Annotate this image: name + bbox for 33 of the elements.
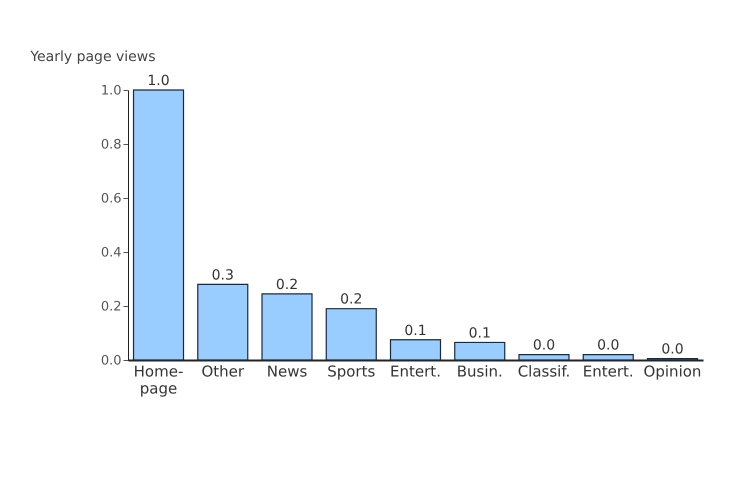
data-label: 0.3 <box>212 267 234 284</box>
bar <box>132 89 184 361</box>
bar <box>454 342 506 361</box>
y-tick-label: 1.0 <box>100 84 122 98</box>
data-label: 0.2 <box>276 276 298 293</box>
data-label: 0.0 <box>661 342 684 358</box>
data-label: 0.1 <box>404 322 427 339</box>
bar <box>390 339 442 361</box>
x-tick-label: Entert. <box>582 362 634 380</box>
x-tick-label: Opinion <box>644 362 702 380</box>
x-tick-label: Busin. <box>456 362 503 380</box>
x-tick-label: Classif. <box>518 362 570 380</box>
data-label: 0.0 <box>597 338 620 354</box>
bar <box>261 293 313 361</box>
bar <box>582 354 634 361</box>
y-tick-label: 0.6 <box>100 192 122 206</box>
bar <box>326 308 377 361</box>
y-tick-label: 0.2 <box>100 300 122 314</box>
x-tick-label: Home- page <box>134 362 184 398</box>
x-tick-label: News <box>266 362 308 380</box>
data-label: 0.0 <box>532 338 556 354</box>
bar <box>197 284 248 361</box>
y-tick-label: 0.0 <box>100 354 122 368</box>
y-tick-label: 0.8 <box>100 138 122 152</box>
data-label: 0.1 <box>468 325 491 342</box>
x-tick-label: Sports <box>327 362 376 380</box>
y-tick-label: 0.4 <box>100 246 122 260</box>
bar <box>518 354 570 361</box>
x-tick-label: Entert. <box>390 362 441 380</box>
x-tick-label: Other <box>201 362 245 380</box>
chart-title: Yearly page views <box>29 49 156 65</box>
data-label: 0.2 <box>340 292 362 308</box>
data-label: 1.0 <box>147 73 170 89</box>
